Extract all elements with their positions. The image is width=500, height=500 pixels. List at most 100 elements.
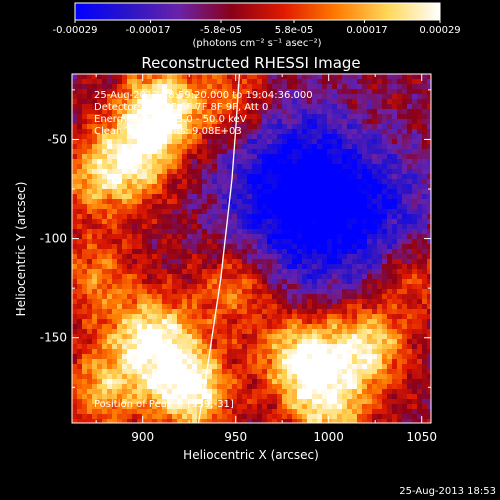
heatmap-cell bbox=[337, 204, 343, 210]
heatmap-cell bbox=[197, 249, 203, 255]
heatmap-cell bbox=[82, 269, 88, 275]
heatmap-cell bbox=[292, 99, 298, 105]
heatmap-cell bbox=[182, 249, 188, 255]
heatmap-cell bbox=[392, 339, 398, 345]
heatmap-cell bbox=[407, 309, 413, 315]
heatmap-cell bbox=[187, 129, 193, 135]
heatmap-cell bbox=[302, 279, 308, 285]
heatmap-cell bbox=[422, 319, 428, 325]
heatmap-cell bbox=[337, 94, 343, 100]
heatmap-cell bbox=[212, 199, 218, 205]
heatmap-cell bbox=[72, 234, 78, 240]
heatmap-cell bbox=[177, 404, 183, 410]
heatmap-cell bbox=[377, 344, 383, 350]
heatmap-cell bbox=[387, 234, 393, 240]
heatmap-cell bbox=[122, 384, 128, 390]
heatmap-cell bbox=[262, 394, 268, 400]
heatmap-cell bbox=[157, 184, 163, 190]
heatmap-cell bbox=[132, 129, 138, 135]
heatmap-cell bbox=[237, 224, 243, 230]
heatmap-cell bbox=[267, 384, 273, 390]
heatmap-cell bbox=[117, 84, 123, 90]
heatmap-cell bbox=[137, 104, 143, 110]
heatmap-cell bbox=[327, 279, 333, 285]
heatmap-cell bbox=[227, 239, 233, 245]
heatmap-cell bbox=[322, 279, 328, 285]
heatmap-cell bbox=[422, 224, 428, 230]
heatmap-cell bbox=[157, 394, 163, 400]
heatmap-cell bbox=[207, 229, 213, 235]
heatmap-cell bbox=[192, 149, 198, 155]
heatmap-cell bbox=[397, 224, 403, 230]
heatmap-cell bbox=[342, 414, 348, 420]
heatmap-cell bbox=[327, 114, 333, 120]
heatmap-cell bbox=[397, 349, 403, 355]
heatmap-cell bbox=[72, 414, 78, 420]
heatmap-cell bbox=[297, 274, 303, 280]
heatmap-cell bbox=[97, 219, 103, 225]
heatmap-cell bbox=[247, 84, 253, 90]
heatmap-cell bbox=[417, 249, 423, 255]
heatmap-cell bbox=[127, 289, 133, 295]
heatmap-cell bbox=[202, 259, 208, 265]
heatmap-cell bbox=[207, 259, 213, 265]
heatmap-cell bbox=[152, 124, 158, 130]
heatmap-cell bbox=[242, 289, 248, 295]
heatmap-cell bbox=[262, 254, 268, 260]
heatmap-cell bbox=[227, 279, 233, 285]
heatmap-cell bbox=[162, 349, 168, 355]
heatmap-cell bbox=[257, 309, 263, 315]
heatmap-cell bbox=[207, 359, 213, 365]
heatmap-cell bbox=[207, 209, 213, 215]
heatmap-cell bbox=[92, 364, 98, 370]
heatmap-cell bbox=[322, 199, 328, 205]
heatmap-cell bbox=[247, 154, 253, 160]
heatmap-cell bbox=[387, 319, 393, 325]
heatmap-cell bbox=[137, 304, 143, 310]
heatmap-cell bbox=[177, 374, 183, 380]
heatmap-cell bbox=[402, 249, 408, 255]
heatmap-cell bbox=[307, 189, 313, 195]
heatmap-cell bbox=[127, 354, 133, 360]
heatmap-cell bbox=[347, 284, 353, 290]
heatmap-cell bbox=[127, 394, 133, 400]
heatmap-cell bbox=[302, 89, 308, 95]
heatmap-cell bbox=[322, 129, 328, 135]
heatmap-cell bbox=[297, 304, 303, 310]
heatmap-cell bbox=[357, 174, 363, 180]
heatmap-cell bbox=[277, 99, 283, 105]
heatmap-cell bbox=[417, 299, 423, 305]
heatmap-cell bbox=[317, 404, 323, 410]
heatmap-cell bbox=[372, 254, 378, 260]
heatmap-cell bbox=[252, 334, 258, 340]
heatmap-cell bbox=[117, 329, 123, 335]
heatmap-cell bbox=[292, 219, 298, 225]
heatmap-cell bbox=[412, 89, 418, 95]
heatmap-cell bbox=[307, 94, 313, 100]
heatmap-cell bbox=[402, 374, 408, 380]
heatmap-cell bbox=[387, 184, 393, 190]
heatmap-cell bbox=[102, 154, 108, 160]
heatmap-cell bbox=[197, 94, 203, 100]
heatmap-cell bbox=[147, 149, 153, 155]
heatmap-cell bbox=[327, 309, 333, 315]
heatmap-cell bbox=[362, 109, 368, 115]
heatmap-cell bbox=[287, 409, 293, 415]
heatmap-cell bbox=[137, 129, 143, 135]
heatmap-cell bbox=[252, 109, 258, 115]
heatmap-cell bbox=[92, 209, 98, 215]
heatmap-cell bbox=[132, 274, 138, 280]
heatmap-cell bbox=[282, 294, 288, 300]
heatmap-cell bbox=[222, 114, 228, 120]
heatmap-cell bbox=[307, 134, 313, 140]
heatmap-cell bbox=[127, 74, 133, 80]
heatmap-cell bbox=[282, 379, 288, 385]
heatmap-cell bbox=[397, 324, 403, 330]
heatmap-cell bbox=[362, 99, 368, 105]
heatmap-cell bbox=[417, 169, 423, 175]
heatmap-cell bbox=[357, 359, 363, 365]
heatmap-cell bbox=[317, 169, 323, 175]
heatmap-cell bbox=[177, 409, 183, 415]
heatmap-cell bbox=[357, 239, 363, 245]
heatmap-cell bbox=[247, 369, 253, 375]
